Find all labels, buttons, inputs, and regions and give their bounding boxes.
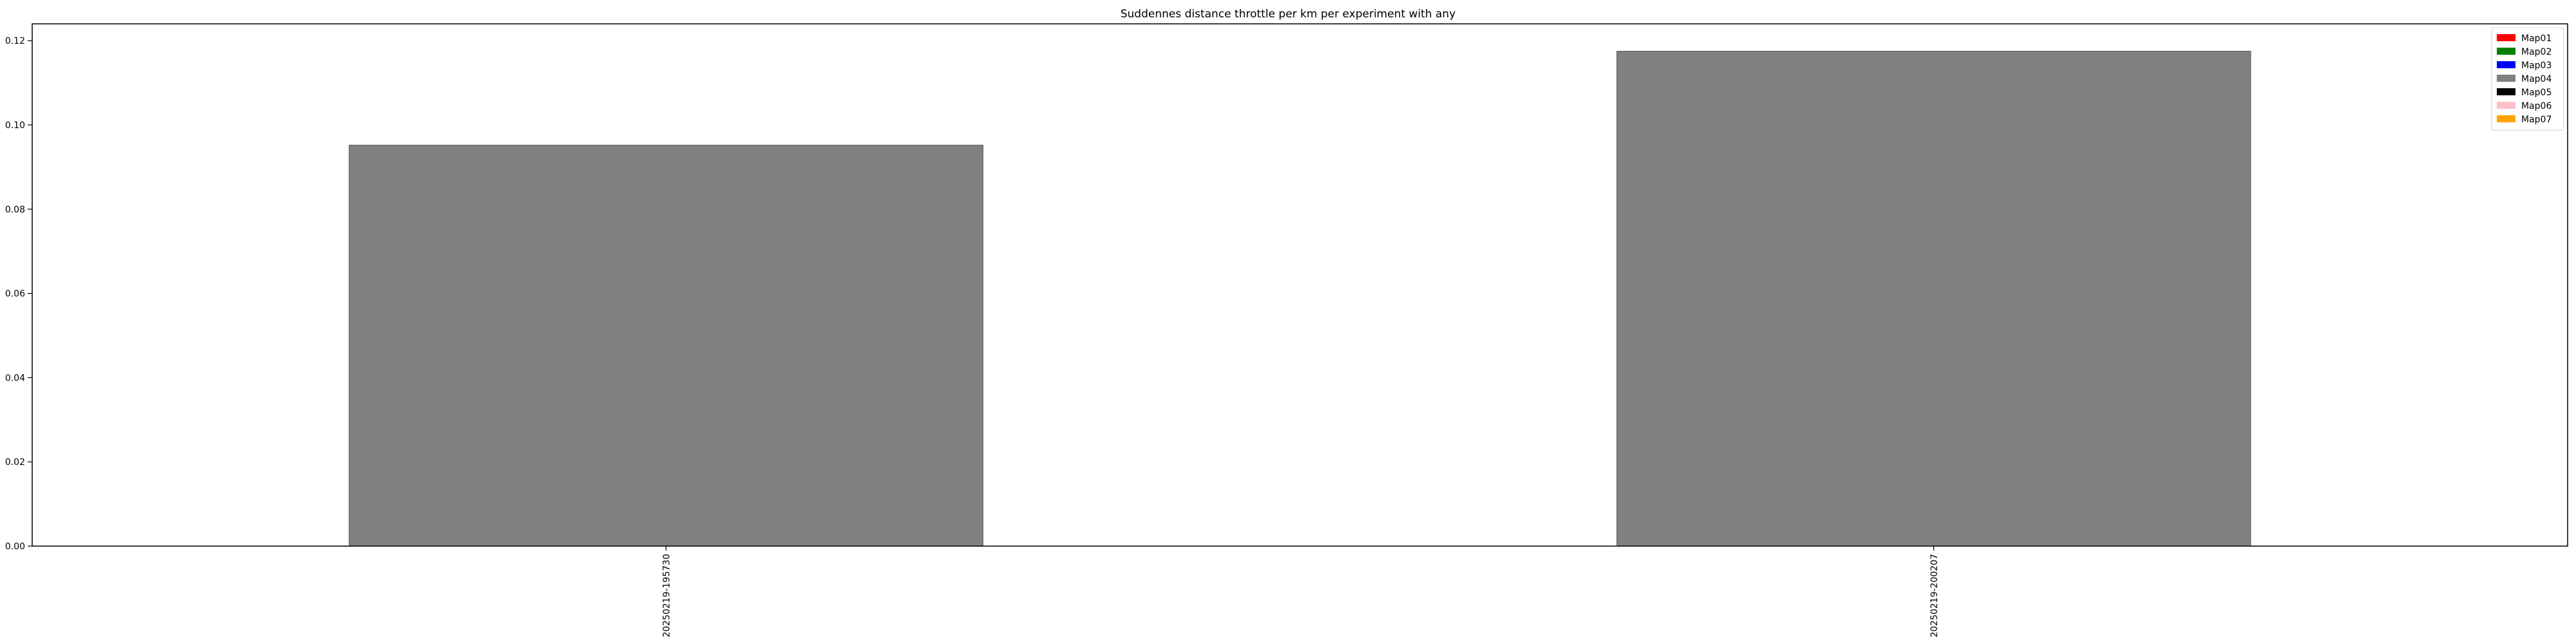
y-tick-label: 0.12 bbox=[5, 36, 25, 46]
bar-20250219-195730 bbox=[348, 144, 983, 547]
y-tick-label: 0.04 bbox=[5, 373, 25, 383]
bar-20250219-200207 bbox=[1616, 51, 2251, 547]
legend-swatch bbox=[2497, 102, 2515, 109]
chart-title: Suddennes distance throttle per km per e… bbox=[1121, 8, 1456, 21]
legend-swatch bbox=[2497, 115, 2515, 122]
y-tick-label: 0.08 bbox=[5, 205, 25, 215]
legend-label: Map01 bbox=[2521, 33, 2552, 44]
legend-label: Map02 bbox=[2521, 47, 2552, 57]
legend-swatch bbox=[2497, 88, 2515, 95]
y-tick-label: 0.02 bbox=[5, 457, 25, 468]
legend-label: Map04 bbox=[2521, 74, 2552, 84]
legend-swatch bbox=[2497, 61, 2515, 68]
plot-frame bbox=[32, 23, 2568, 547]
y-axis: 0.00 0.02 0.04 0.06 0.08 0.10 0.12 bbox=[5, 36, 32, 552]
legend-swatch bbox=[2497, 48, 2515, 55]
legend-swatch bbox=[2497, 34, 2515, 41]
x-tick-label: 20250219-200207 bbox=[1929, 554, 1940, 638]
legend-label: Map05 bbox=[2521, 88, 2552, 98]
y-tick-label: 0.00 bbox=[5, 542, 25, 552]
legend-label: Map06 bbox=[2521, 101, 2552, 111]
legend-label: Map07 bbox=[2521, 115, 2552, 125]
legend: Map01 Map02 Map03 Map04 Map05 Map06 Map07 bbox=[2491, 27, 2564, 131]
y-tick-label: 0.10 bbox=[5, 120, 25, 131]
x-tick-label: 20250219-195730 bbox=[661, 554, 672, 638]
legend-swatch bbox=[2497, 75, 2515, 82]
legend-label: Map03 bbox=[2521, 61, 2552, 71]
y-tick-label: 0.06 bbox=[5, 289, 25, 299]
x-axis: 20250219-195730 20250219-200207 bbox=[661, 546, 1940, 638]
bars-group bbox=[348, 51, 2251, 547]
